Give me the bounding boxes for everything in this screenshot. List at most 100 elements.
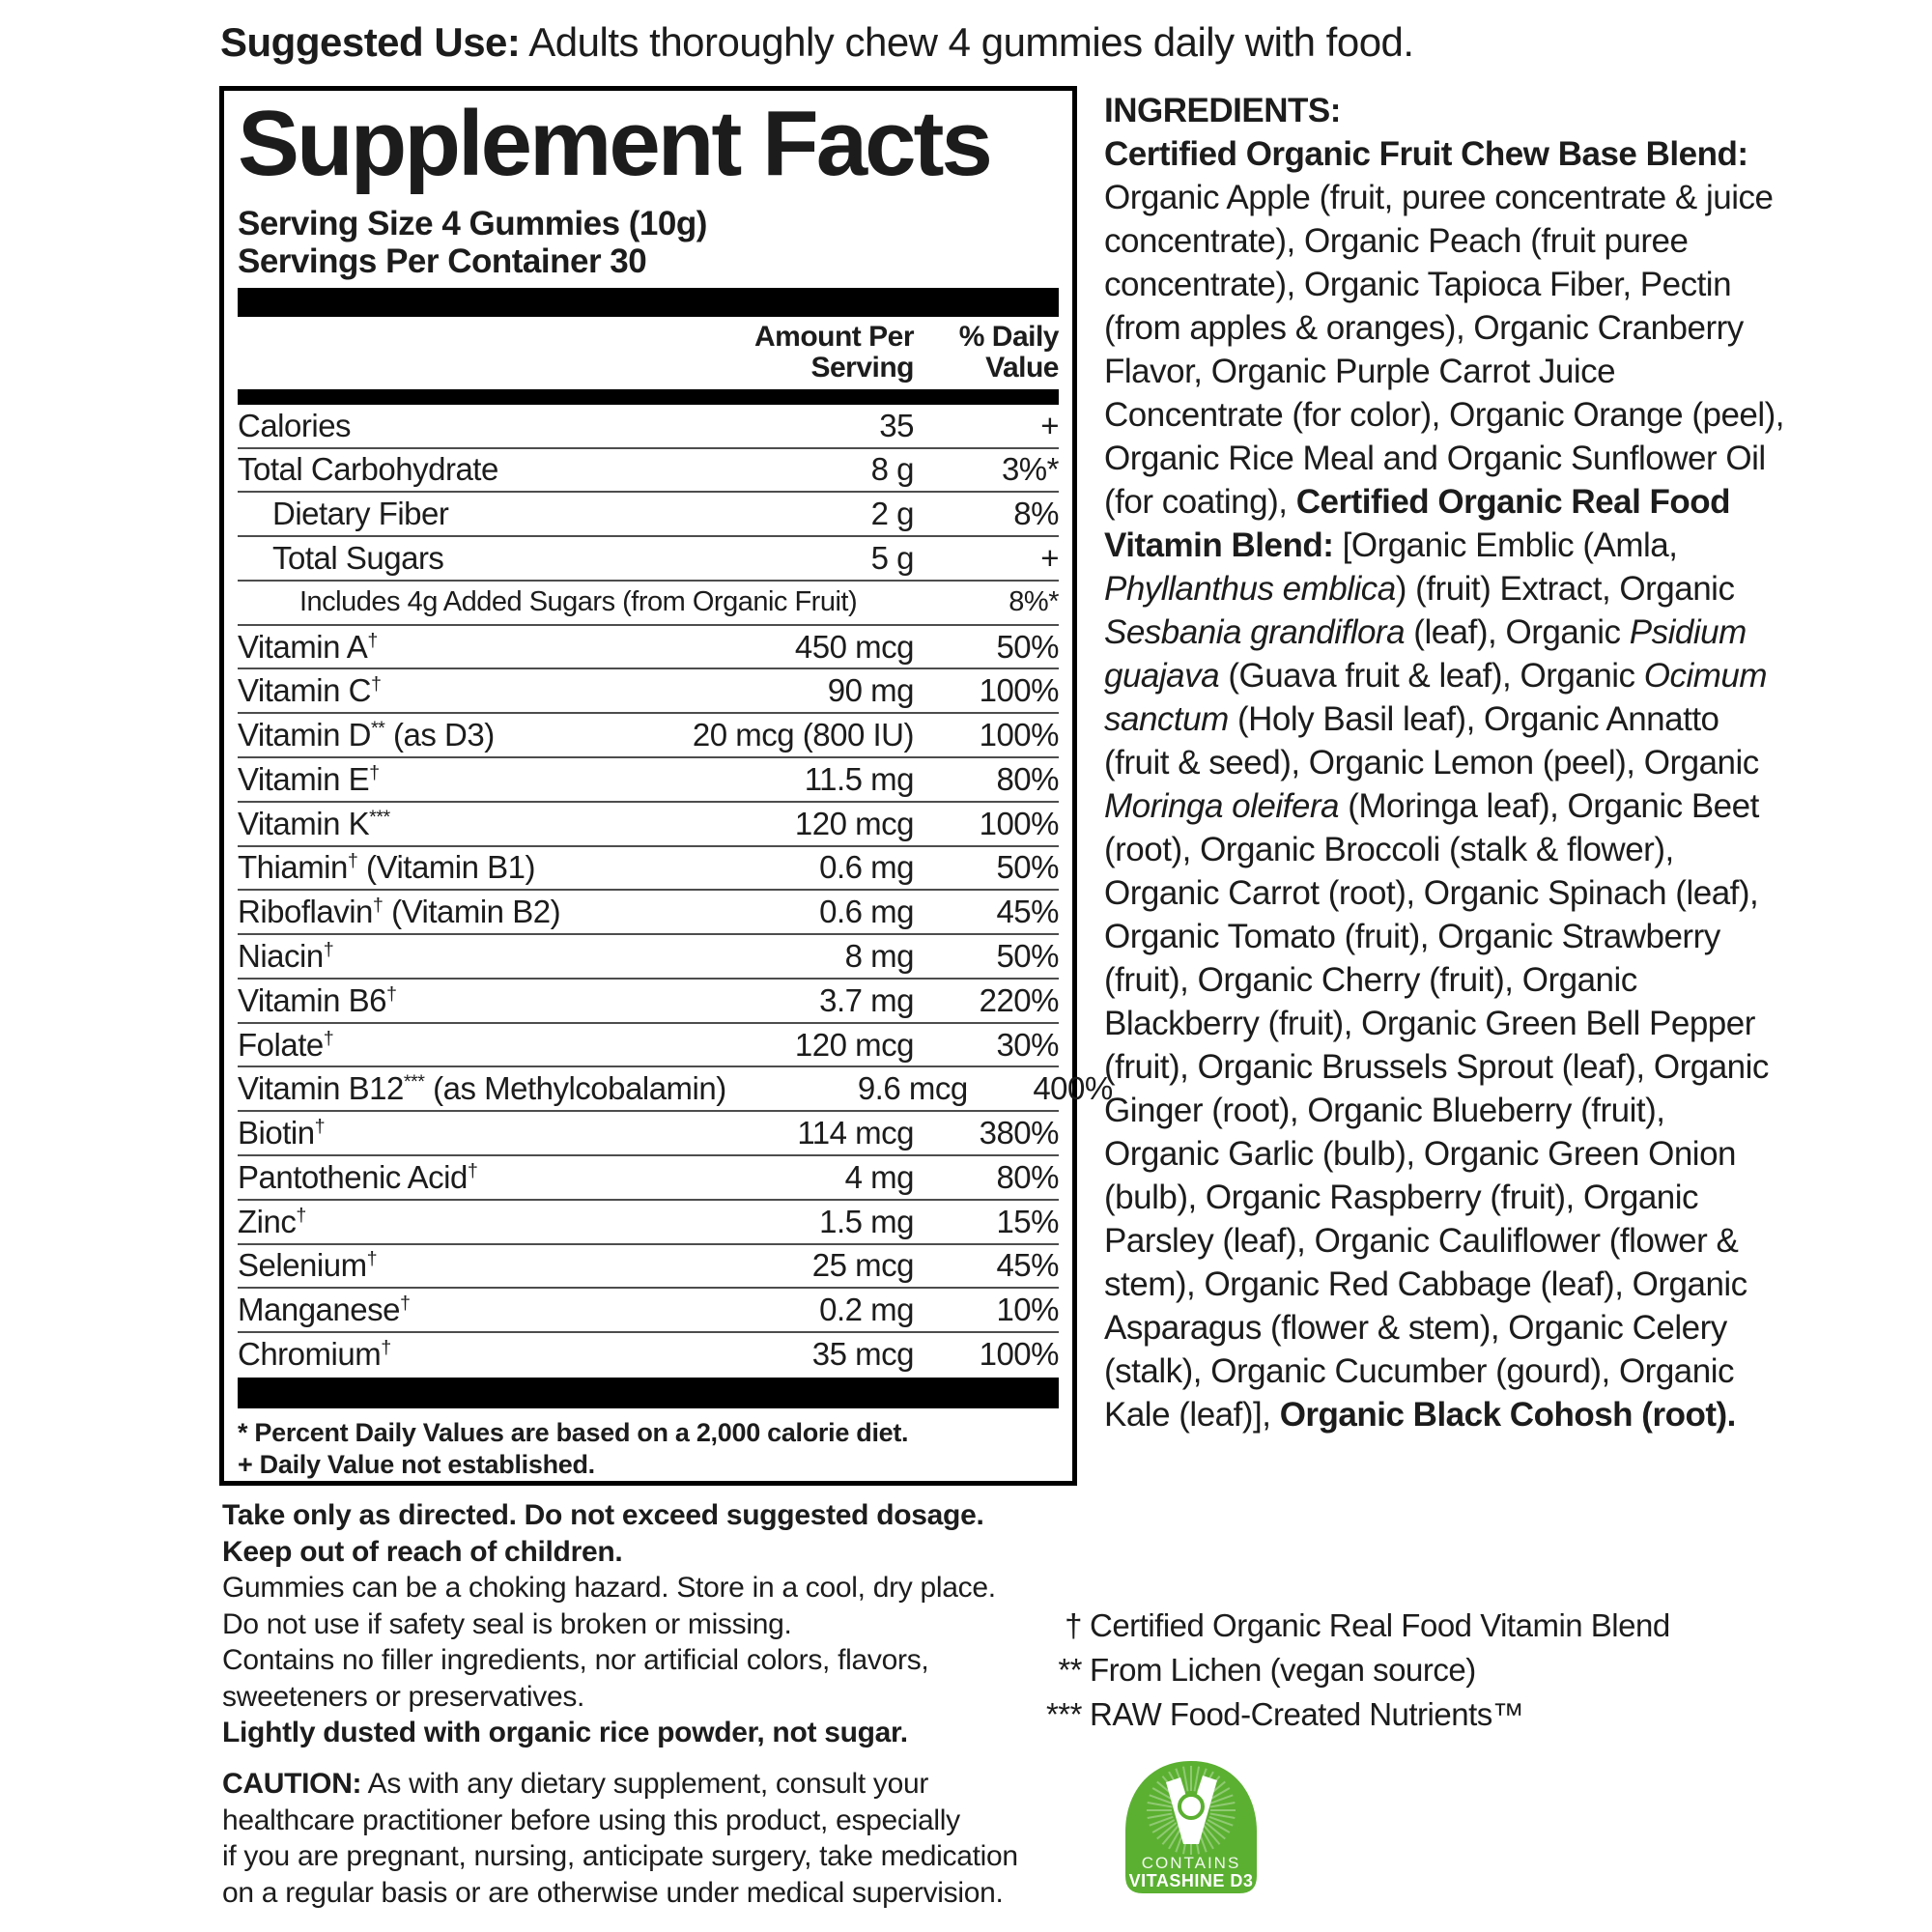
footnote-key-text: RAW Food-Created Nutrients™ (1090, 1696, 1524, 1732)
nutrient-amount: 8 mg (844, 938, 915, 975)
panel-footnote-line: + Daily Value not established. (238, 1450, 595, 1479)
nutrient-name: Calories (238, 407, 352, 443)
footnote-mark: † (385, 982, 397, 1005)
directions-line: sweeteners or preservatives. (222, 1680, 585, 1713)
nutrient-amount: 35 mcg (811, 1336, 915, 1373)
nutrient-daily-value: 50% (996, 938, 1059, 975)
ingredients-heading: INGREDIENTS: (1104, 92, 1341, 129)
nutrient-daily-value: + (1040, 539, 1059, 576)
amount-header-line1: Amount Per (753, 320, 915, 353)
nutrient-table: Calories 35 + Total Carbohydrate 8 g 3%* Dieta… (238, 405, 1113, 1376)
nutrient-name: Vitamin C† (238, 672, 382, 709)
footnote-mark: † (381, 1337, 391, 1359)
nutrient-amount: 450 mcg (794, 628, 915, 665)
nutrient-daily-value: 100% (979, 805, 1060, 841)
footnote-mark: † (467, 1159, 478, 1181)
daily-value-header: % Daily Value (914, 321, 1060, 384)
dv-header-line2: Value (985, 351, 1059, 384)
text-segment: Certified Organic Real Food Vitamin Blen… (1104, 483, 1731, 564)
table-row: Vitamin C† 90 mg 100% (238, 669, 1060, 715)
text-segment: if you are pregnant, nursing, anticipate… (222, 1840, 1018, 1872)
nutrient-name: Vitamin E† (238, 760, 380, 797)
nutrient-name: Riboflavin† (Vitamin B2) (238, 894, 561, 930)
nutrient-name: Vitamin B12*** (as Methylcobalamin) (238, 1070, 726, 1107)
header-spacer (238, 322, 672, 384)
ingredients-text: Certified Organic Fruit Chew Base Blend:… (1104, 132, 1786, 1436)
supplement-facts-panel: Supplement Facts Serving Size 4 Gummies … (219, 86, 1113, 1486)
footnote-mark: ** (370, 718, 385, 740)
badge-v-icon (1166, 1776, 1217, 1844)
text-segment: (leaf), Organic (1405, 613, 1630, 651)
table-row: Riboflavin† (Vitamin B2) 0.6 mg 45% (238, 891, 1060, 936)
nutrient-amount: 0.6 mg (819, 894, 914, 930)
table-row: Calories 35 + (238, 405, 1060, 449)
nutrient-daily-value: 80% (996, 760, 1059, 797)
text-segment: (Holy Basil leaf), Organic Annatto (frui… (1104, 700, 1759, 781)
directions-line: Lightly dusted with organic rice powder,… (222, 1717, 908, 1748)
vitashine-badge: CONTAINS VITASHINE D3 (1117, 1758, 1265, 1899)
footnote-mark: † (347, 850, 358, 872)
nutrient-name: Manganese† (238, 1292, 411, 1328)
table-row: Vitamin B6† 3.7 mg 220% (238, 980, 1060, 1024)
text-segment: As with any dietary supplement, consult … (361, 1768, 929, 1800)
text-segment: (Guava fruit & leaf), Organic (1219, 657, 1644, 695)
nutrient-amount: 25 mcg (811, 1247, 915, 1284)
footnote-mark: *** (369, 806, 390, 828)
table-row: Includes 4g Added Sugars (from Organic F… (238, 582, 1060, 626)
table-row: Vitamin A† 450 mcg 50% (238, 626, 1060, 670)
footnote-mark: † (323, 1027, 334, 1049)
footnote-mark: † (314, 1116, 326, 1138)
nutrient-name: Selenium† (238, 1247, 378, 1284)
table-row: Niacin† 8 mg 50% (238, 935, 1060, 980)
table-row: Vitamin E† 11.5 mg 80% (238, 758, 1060, 803)
table-row: Dietary Fiber 2 g 8% (238, 493, 1060, 538)
table-row: Selenium† 25 mcg 45% (238, 1245, 1060, 1290)
footnote-mark: † (369, 761, 380, 783)
nutrient-name: Includes 4g Added Sugars (from Organic F… (299, 586, 858, 618)
panel-footnotes: * Percent Daily Values are based on a 2,… (238, 1417, 1059, 1481)
table-row: Pantothenic Acid† 4 mg 80% (238, 1156, 1060, 1201)
table-row: Thiamin† (Vitamin B1) 0.6 mg 50% (238, 847, 1060, 892)
nutrient-name: Chromium† (238, 1336, 391, 1373)
panel-footnote-line: * Percent Daily Values are based on a 2,… (238, 1418, 909, 1447)
serving-size: Serving Size 4 Gummies (10g) (238, 204, 707, 242)
footnote-mark: † (367, 629, 378, 651)
text-segment: Sesbania grandiflora (1104, 613, 1406, 651)
text-segment: [Organic Emblic (Amla, (1333, 526, 1678, 564)
table-row: Zinc† 1.5 mg 15% (238, 1201, 1060, 1245)
suggested-use: Suggested Use: Adults thoroughly chew 4 … (220, 19, 1414, 66)
nutrient-daily-value: 400% (1033, 1070, 1113, 1107)
panel-title: Supplement Facts (238, 92, 993, 195)
nutrient-daily-value: 45% (996, 894, 1059, 930)
nutrient-daily-value: 10% (996, 1292, 1059, 1328)
amount-header-line2: Serving (810, 351, 914, 384)
nutrient-name: Dietary Fiber (272, 496, 449, 532)
badge-vitashine-label: VITASHINE D3 (1129, 1871, 1254, 1890)
caution-line: on a regular basis or are otherwise unde… (222, 1875, 1121, 1912)
nutrient-name: Folate† (238, 1026, 334, 1063)
footnote-key-line: ** From Lichen (vegan source) (1016, 1648, 1799, 1692)
nutrient-daily-value: 30% (996, 1026, 1059, 1063)
table-row: Vitamin D** (as D3) 20 mcg (800 IU) 100% (238, 714, 1060, 758)
table-header: Amount Per Serving % Daily Value (238, 317, 1060, 389)
directions-line: Gummies can be a choking hazard. Store i… (222, 1572, 996, 1604)
nutrient-amount: 20 mcg (800 IU) (692, 717, 915, 753)
nutrient-daily-value: 8%* (1009, 586, 1059, 618)
divider-bar-mid (238, 388, 1059, 405)
nutrient-amount: 9.6 mcg (857, 1070, 968, 1107)
footnote-key-mark: ** (1058, 1652, 1082, 1688)
footnote-mark: † (372, 895, 384, 917)
nutrient-daily-value: 80% (996, 1158, 1059, 1195)
table-row: Vitamin K*** 120 mcg 100% (238, 803, 1060, 847)
nutrient-amount: 3.7 mg (819, 981, 914, 1018)
nutrient-daily-value: 380% (979, 1115, 1060, 1151)
badge-ball-icon (1178, 1793, 1205, 1820)
nutrient-daily-value: 50% (996, 628, 1059, 665)
nutrient-daily-value: 8% (1013, 496, 1059, 532)
footnote-mark: † (296, 1204, 306, 1226)
directions-line: Do not use if safety seal is broken or m… (222, 1607, 792, 1640)
table-row: Biotin† 114 mcg 380% (238, 1112, 1060, 1157)
amount-per-serving-header: Amount Per Serving (672, 320, 915, 384)
nutrient-daily-value: 45% (996, 1247, 1059, 1284)
badge-rays-icon (1147, 1766, 1236, 1855)
